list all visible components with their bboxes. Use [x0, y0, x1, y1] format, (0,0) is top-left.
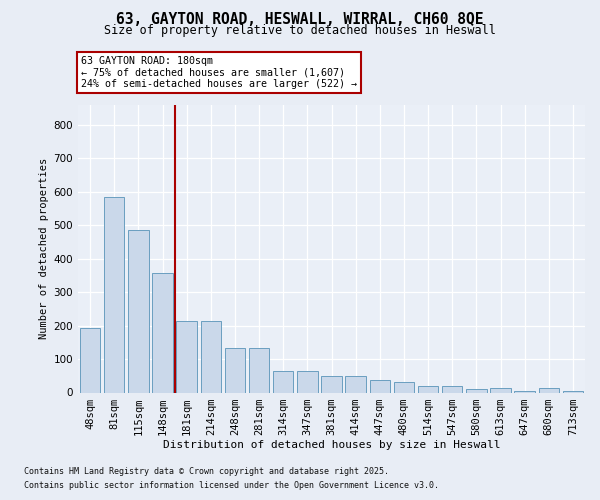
Bar — [128, 230, 149, 392]
Bar — [563, 391, 583, 392]
Bar — [346, 376, 366, 392]
Bar — [249, 348, 269, 393]
Bar — [370, 380, 390, 392]
Bar — [200, 320, 221, 392]
Text: Size of property relative to detached houses in Heswall: Size of property relative to detached ho… — [104, 24, 496, 37]
Y-axis label: Number of detached properties: Number of detached properties — [40, 158, 49, 340]
Bar — [442, 386, 463, 392]
Bar — [321, 376, 342, 392]
Bar — [273, 372, 293, 392]
Text: Contains HM Land Registry data © Crown copyright and database right 2025.: Contains HM Land Registry data © Crown c… — [24, 467, 389, 476]
Bar — [152, 273, 173, 392]
Bar — [514, 391, 535, 392]
Bar — [394, 382, 414, 392]
Bar — [224, 348, 245, 393]
Bar — [466, 389, 487, 392]
Text: 63, GAYTON ROAD, HESWALL, WIRRAL, CH60 8QE: 63, GAYTON ROAD, HESWALL, WIRRAL, CH60 8… — [116, 12, 484, 28]
Bar — [490, 388, 511, 392]
Bar — [297, 372, 317, 392]
Bar — [104, 197, 124, 392]
X-axis label: Distribution of detached houses by size in Heswall: Distribution of detached houses by size … — [163, 440, 500, 450]
Bar — [418, 386, 439, 392]
Text: Contains public sector information licensed under the Open Government Licence v3: Contains public sector information licen… — [24, 481, 439, 490]
Text: 63 GAYTON ROAD: 180sqm
← 75% of detached houses are smaller (1,607)
24% of semi-: 63 GAYTON ROAD: 180sqm ← 75% of detached… — [80, 56, 356, 90]
Bar — [176, 320, 197, 392]
Bar — [539, 388, 559, 392]
Bar — [80, 328, 100, 392]
